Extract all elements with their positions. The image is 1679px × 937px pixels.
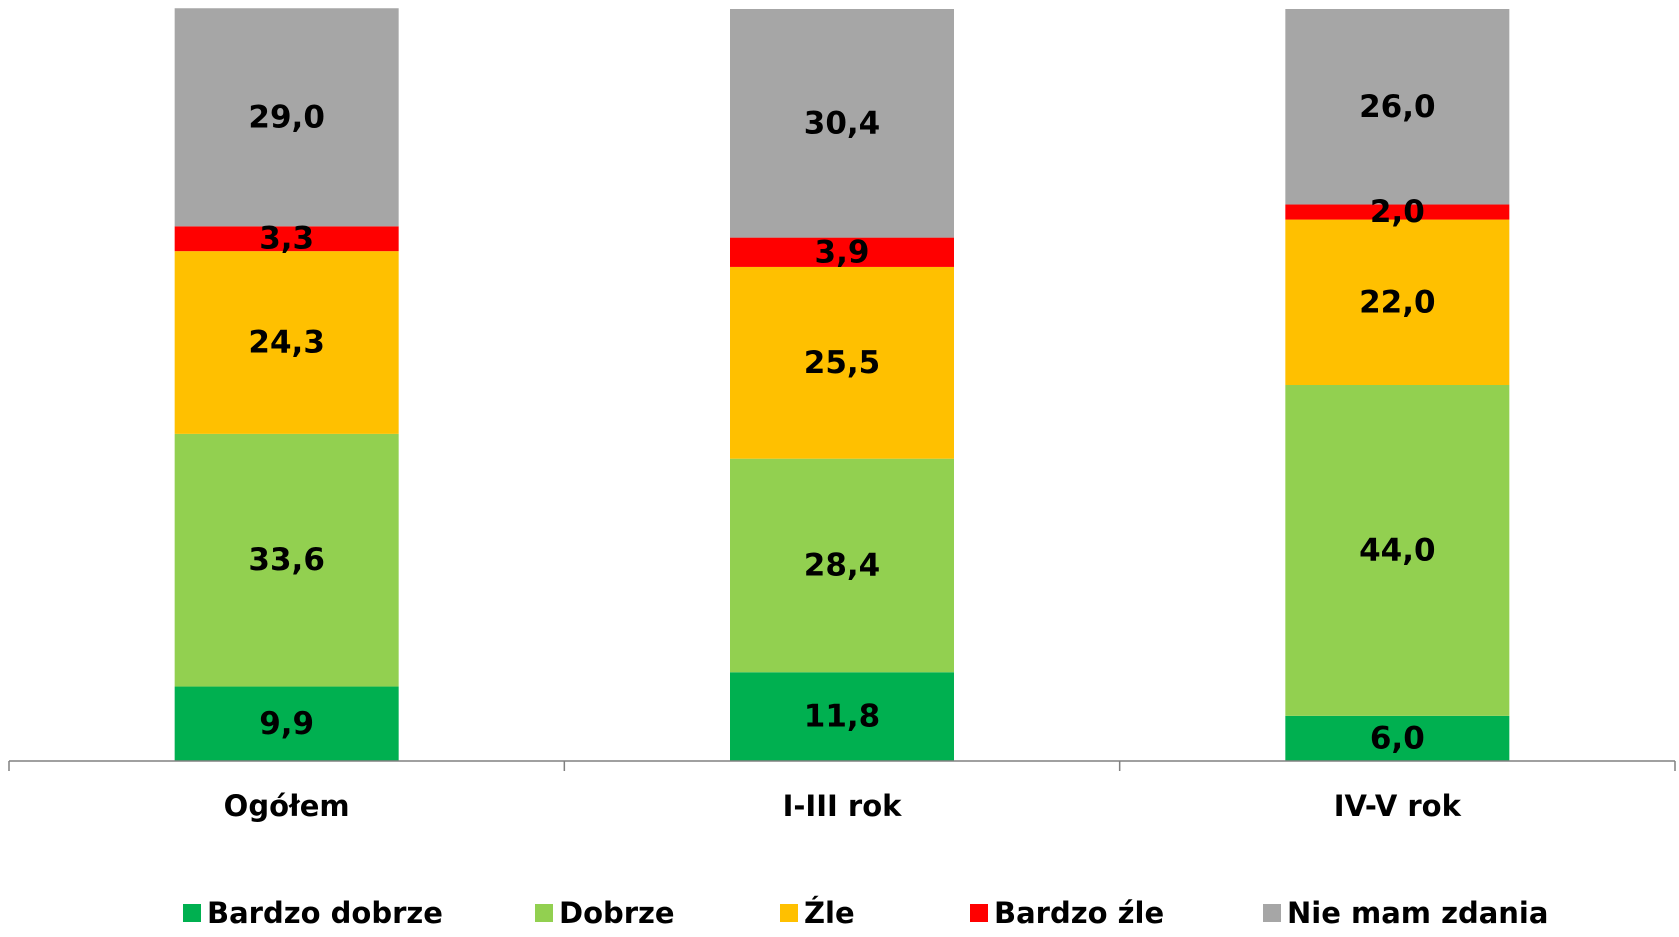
data-label-2-1: 11,8 — [804, 699, 881, 735]
legend-label-3: Źle — [804, 896, 855, 930]
x-tick-label-1: Ogółem — [224, 789, 350, 823]
data-label-1-3: 24,3 — [248, 325, 325, 361]
data-label-3-3: 22,0 — [1359, 284, 1436, 320]
legend-label-4: Bardzo źle — [994, 896, 1164, 930]
data-label-3-4: 2,0 — [1370, 194, 1425, 230]
legend-swatch-3 — [780, 904, 798, 922]
bar-segment-2-3 — [730, 266, 954, 459]
data-label-1-1: 9,9 — [259, 706, 314, 742]
data-label-2-4: 3,9 — [815, 234, 870, 270]
bar-segment-2-5 — [730, 9, 954, 238]
legend-swatch-4 — [970, 904, 988, 922]
legend-label-5: Nie mam zdania — [1287, 896, 1548, 930]
bar-segment-3-1 — [1285, 715, 1510, 761]
data-label-2-2: 28,4 — [804, 547, 881, 583]
data-label-1-2: 33,6 — [248, 542, 325, 578]
bar-segment-3-2 — [1285, 385, 1510, 716]
data-label-3-1: 6,0 — [1370, 720, 1425, 756]
bar-segment-1-5 — [174, 8, 399, 227]
bar-segment-1-1 — [174, 686, 399, 761]
legend-swatch-1 — [183, 904, 201, 922]
data-label-1-4: 3,3 — [259, 221, 314, 257]
data-label-3-5: 26,0 — [1359, 89, 1436, 125]
bars-layer: 9,9 33,6 24,3 3,3 29,0 11,8 28,4 25,5 3,9 30,4 6,0… — [174, 8, 1510, 761]
bar-segment-2-2 — [730, 458, 954, 673]
data-label-1-5: 29,0 — [248, 99, 325, 135]
bar-segment-3-5 — [1285, 9, 1510, 205]
data-label-2-5: 30,4 — [804, 105, 881, 141]
x-tick-label-2: I-III rok — [783, 789, 903, 823]
legend: Bardzo dobrze Dobrze Źle Bardzo źle Nie mam … — [183, 896, 1548, 930]
bar-segment-1-2 — [174, 433, 399, 687]
x-axis: Ogółem I-III rok IV-V rok — [8, 760, 1676, 823]
bar-segment-2-1 — [730, 672, 954, 761]
bar-segment-1-3 — [174, 251, 399, 434]
legend-label-1: Bardzo dobrze — [207, 896, 443, 930]
x-tick-label-3: IV-V rok — [1334, 789, 1462, 823]
bar-segment-3-3 — [1285, 219, 1510, 385]
legend-swatch-2 — [535, 904, 553, 922]
bar-segment-3-4 — [1285, 204, 1510, 220]
legend-label-2: Dobrze — [559, 896, 675, 930]
legend-swatch-5 — [1263, 904, 1281, 922]
bar-segment-1-4 — [174, 226, 399, 252]
bar-segment-2-4 — [730, 237, 954, 267]
data-label-2-3: 25,5 — [804, 345, 881, 381]
data-label-3-2: 44,0 — [1359, 532, 1436, 568]
